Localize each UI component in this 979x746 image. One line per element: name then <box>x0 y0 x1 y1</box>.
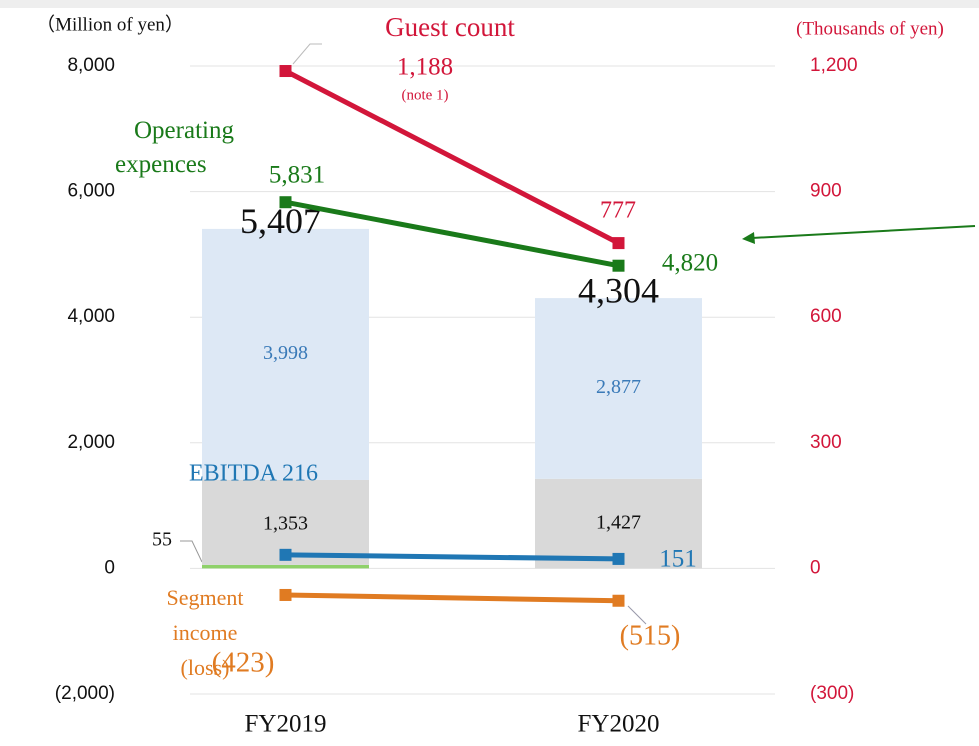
series-name: Operating expences <box>115 117 234 178</box>
line-marker <box>612 552 625 565</box>
y-tick-label: 4,000 <box>67 306 115 327</box>
bar-value-label: 2,877 <box>596 376 641 398</box>
line-value-label: (423) <box>212 647 275 679</box>
line-marker <box>279 196 292 209</box>
line-value-label: (515) <box>620 620 681 651</box>
line-marker <box>279 548 292 561</box>
line-marker <box>612 594 625 607</box>
y-tick-label: 0 <box>104 557 115 578</box>
x-tick-label: FY2019 <box>245 711 327 738</box>
annotation: (note 1) <box>401 87 448 103</box>
y2-tick-label: 600 <box>810 306 842 327</box>
leader-line <box>627 605 647 625</box>
bar-value-label: 3,998 <box>263 342 308 364</box>
leader-line <box>180 540 203 563</box>
line-marker <box>279 65 292 78</box>
bar-segment <box>535 298 702 479</box>
line-value-label: 4,820 <box>662 250 718 277</box>
line-value-label: 1,188 <box>397 54 453 81</box>
line <box>285 552 619 562</box>
bar-value-label: 1,353 <box>263 513 308 535</box>
top-strip <box>0 0 979 8</box>
arrow <box>751 225 976 239</box>
y-axis-label: （Million of yen） <box>36 13 184 35</box>
line-marker <box>279 588 292 601</box>
line-value-label: 151 <box>659 546 697 573</box>
y2-axis-label: (Thousands of yen) <box>796 18 944 39</box>
line-value-label: 777 <box>600 198 636 224</box>
series-name: Guest count <box>385 12 515 42</box>
y2-tick-label: (300) <box>810 683 854 704</box>
line <box>285 199 619 269</box>
y-tick-label: (2,000) <box>55 683 115 704</box>
y-tick-label: 8,000 <box>67 55 115 76</box>
line-value-label: 216 <box>282 461 318 487</box>
y2-tick-label: 1,200 <box>810 55 858 76</box>
y-tick-label: 6,000 <box>67 181 115 202</box>
series-name: Segment income (loss) <box>166 585 244 681</box>
line-value-label: 5,831 <box>269 162 325 189</box>
line-marker <box>612 237 625 250</box>
x-tick-label: FY2020 <box>578 711 660 738</box>
bar-value-label: 55 <box>152 529 172 551</box>
total-label: 4,304 <box>578 270 659 310</box>
bar-segment <box>202 228 369 480</box>
arrow-head <box>742 232 755 244</box>
line <box>284 68 620 246</box>
leader-line <box>292 43 322 65</box>
line <box>285 592 619 604</box>
y2-tick-label: 0 <box>810 557 821 578</box>
series-name: EBITDA <box>189 461 278 487</box>
y2-tick-label: 300 <box>810 432 842 453</box>
y-tick-label: 2,000 <box>67 432 115 453</box>
bar-value-label: 1,427 <box>596 511 641 533</box>
y2-tick-label: 900 <box>810 181 842 202</box>
bar-segment <box>202 564 369 569</box>
line-marker <box>612 259 625 272</box>
